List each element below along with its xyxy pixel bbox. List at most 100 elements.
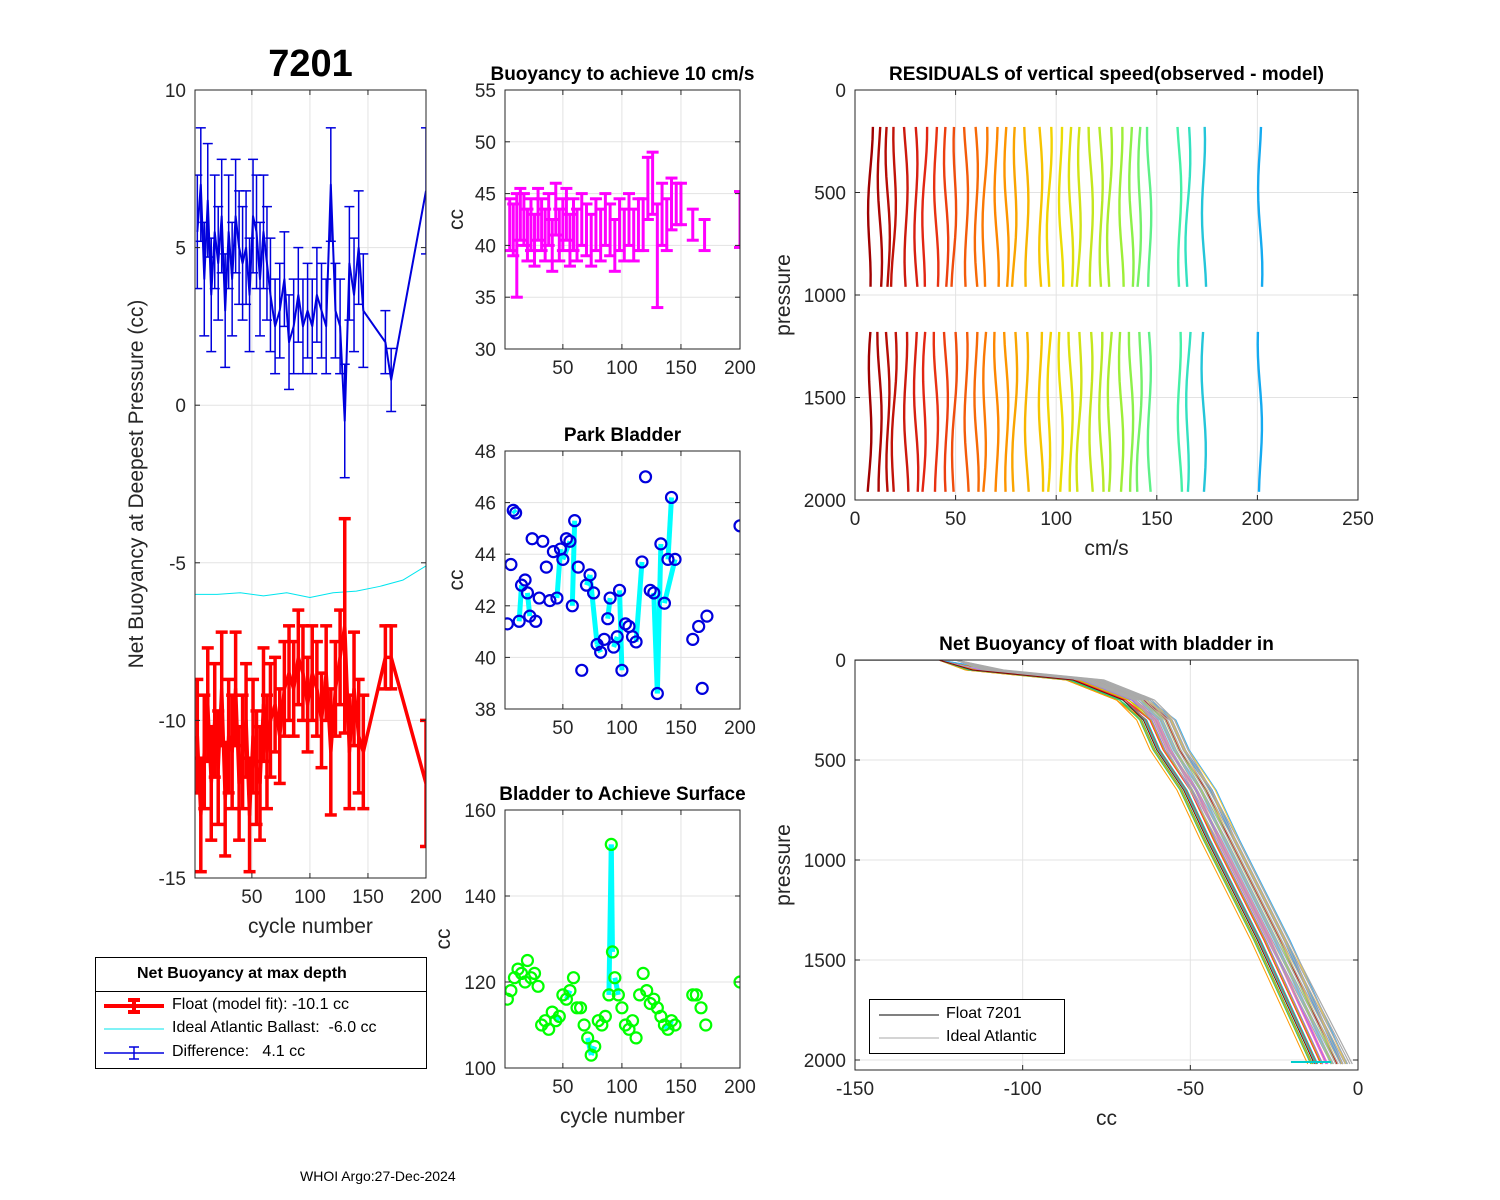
legend-title: Net Buoyancy at max depth [137, 965, 347, 982]
float-profile-main [855, 660, 1315, 1065]
residual-profile [1023, 331, 1030, 492]
park-marker [603, 591, 617, 605]
surface-connector [608, 844, 615, 952]
residual-profile [1046, 331, 1053, 492]
residual-profile [1045, 126, 1053, 287]
residual-profile [1011, 331, 1019, 492]
park-marker [638, 470, 653, 484]
residual-profile [973, 331, 980, 492]
difference-errorbar [421, 127, 426, 255]
surface-marker [573, 1001, 588, 1015]
residual-profile [902, 331, 910, 492]
tick-label-y: 50 [475, 133, 496, 154]
tick-label-x: 50 [552, 358, 573, 379]
x-axis-label: cycle number [560, 1105, 685, 1128]
surface-marker [563, 983, 577, 998]
park-marker [610, 630, 624, 644]
tick-label-y: 44 [475, 545, 497, 566]
tick-label-x: 150 [352, 887, 384, 908]
park-marker [597, 632, 611, 646]
park-marker [668, 552, 682, 566]
buoyancy-errorbar [686, 207, 699, 242]
residual-profile [1145, 126, 1153, 287]
difference-errorbar [293, 246, 304, 343]
residual-profile [1184, 126, 1192, 287]
tick-label-x: 50 [241, 887, 262, 908]
tick-label-x: 150 [1141, 509, 1173, 530]
residual-profile [981, 126, 989, 287]
legend-symbol-difference [104, 1046, 164, 1060]
surface-marker [566, 971, 581, 985]
surface-marker [605, 945, 620, 959]
tick-label-x: 150 [665, 718, 697, 739]
park-marker [686, 632, 700, 646]
residual-profile [913, 126, 919, 287]
surface-connector [612, 977, 621, 996]
tick-label-x: 200 [1242, 509, 1274, 530]
residual-profile [1136, 126, 1143, 287]
difference-errorbar [265, 237, 276, 353]
surface-marker [602, 988, 616, 1002]
park-connector [524, 592, 533, 617]
residual-profile [1256, 126, 1264, 287]
legend-label-float: Float (model fit): -10.1 cc [172, 996, 349, 1013]
park-connector [654, 543, 664, 694]
ideal-profile-line [855, 660, 1353, 1065]
difference-errorbar [307, 278, 318, 375]
tick-label-x: 100 [606, 1077, 638, 1098]
plot-park_bladder [505, 470, 740, 701]
park-marker [615, 663, 629, 677]
difference-errorbar [339, 363, 350, 479]
axes-frame [504, 89, 741, 350]
residual-profile [993, 126, 1001, 287]
park-marker [586, 586, 601, 600]
park-marker [563, 534, 577, 548]
y-axis-label: Net Buoyancy at Deepest Pressure (cc) [125, 300, 148, 669]
surface-marker [527, 966, 542, 981]
residual-profile [1087, 126, 1095, 287]
tick-label-y: 2000 [804, 491, 846, 512]
axes-frame [504, 450, 741, 710]
tick-label-y: 42 [475, 597, 496, 618]
tick-label-x: 100 [1040, 509, 1072, 530]
y-axis-label: pressure [772, 824, 795, 906]
plot-net_buoyancy_profile [855, 660, 1353, 1065]
chart-title: Bladder to Achieve Surface [499, 784, 745, 805]
tick-label-x: 50 [945, 509, 966, 530]
difference-errorbar [325, 127, 336, 243]
tick-label-x: 200 [724, 1077, 756, 1098]
axes-frame [194, 89, 427, 879]
tick-label-x: 150 [665, 358, 697, 379]
tick-label-y: 1500 [804, 951, 846, 972]
residual-profile [1057, 126, 1065, 287]
tick-label-y: 55 [475, 81, 496, 102]
tick-label-y: 1000 [804, 851, 846, 872]
residual-profile [932, 126, 940, 287]
axes-net_buoyancy: 50 100 150 200 -15 -10 -5 0 5 10 7201 cycle number N… [125, 43, 442, 938]
park-marker [568, 514, 582, 528]
buoyancy-errorbar [698, 218, 711, 253]
tick-label-y: -10 [159, 711, 186, 732]
residual-profile [1127, 331, 1135, 492]
residual-profile [902, 126, 909, 287]
legend-profile: Float 7201 Ideal Atlantic [869, 999, 1065, 1054]
tick-label-y: 10 [165, 81, 186, 102]
surface-marker [520, 953, 535, 968]
park-connector [633, 561, 645, 643]
buoyancy-errorbar [674, 181, 687, 227]
tick-label-x: 200 [724, 358, 756, 379]
tick-label-y: 140 [464, 887, 496, 908]
plot-area [505, 451, 740, 709]
park-marker [518, 573, 532, 587]
legend-net-buoyancy: Net Buoyancy at max depth Float (model f… [95, 957, 427, 1069]
surface-marker [636, 966, 650, 981]
tick-label-y: 40 [475, 236, 496, 257]
residual-profile [982, 331, 988, 492]
tick-label-y: 0 [835, 81, 846, 102]
tick-label-y: 500 [814, 751, 846, 772]
axes-net_buoyancy_profile: -150 -100 -50 0 0 500 1000 1500 2000 Net Buoyancy… [772, 634, 1363, 1130]
residual-profile [876, 126, 884, 287]
difference-errorbar [353, 190, 364, 306]
